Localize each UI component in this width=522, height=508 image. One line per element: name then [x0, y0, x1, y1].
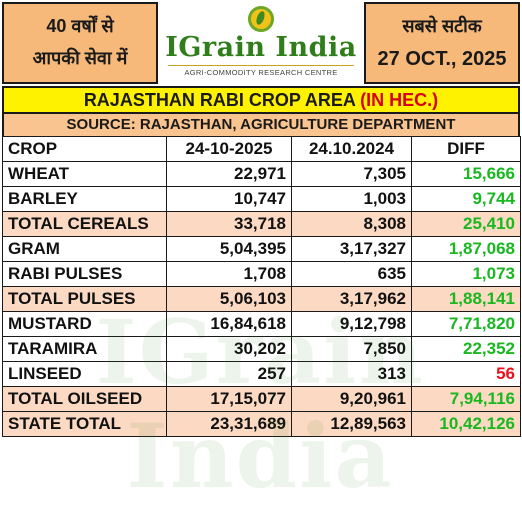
diff-cell: 15,666	[411, 161, 521, 187]
table-row: TOTAL PULSES 5,06,103 3,17,962 1,88,141	[2, 286, 521, 312]
experience-badge: 40 वर्षों से आपकी सेवा में	[2, 2, 158, 84]
diff-cell: 25,410	[411, 211, 521, 237]
table-row: BARLEY 10,747 1,003 9,744	[2, 186, 521, 212]
value-2025-cell: 1,708	[166, 261, 292, 287]
header: 40 वर्षों से आपकी सेवा में IGrain India …	[0, 0, 522, 86]
value-2024-cell: 7,850	[291, 336, 412, 362]
value-2024-cell: 7,305	[291, 161, 412, 187]
crop-cell: GRAM	[2, 236, 167, 262]
value-2025-cell: 257	[166, 361, 292, 387]
diff-cell: 10,42,126	[411, 411, 521, 437]
value-2025-cell: 33,718	[166, 211, 292, 237]
value-2025-cell: 17,15,077	[166, 386, 292, 412]
value-2024-cell: 9,12,798	[291, 311, 412, 337]
crop-cell: TARAMIRA	[2, 336, 167, 362]
crop-cell: LINSEED	[2, 361, 167, 387]
brand-tagline: AGRI-COMMODITY RESEARCH CENTRE	[168, 65, 354, 77]
title-text: RAJASTHAN RABI CROP AREA	[83, 90, 361, 110]
brand-logo: IGrain India AGRI-COMMODITY RESEARCH CEN…	[160, 2, 362, 84]
value-2024-cell: 1,003	[291, 186, 412, 212]
value-2025-cell: 10,747	[166, 186, 292, 212]
value-2025-cell: 22,971	[166, 161, 292, 187]
header-diff: DIFF	[411, 136, 521, 162]
experience-line2: आपकी सेवा में	[32, 48, 128, 68]
header-2025: 24-10-2025	[166, 136, 292, 162]
value-2024-cell: 8,308	[291, 211, 412, 237]
date-badge: सबसे सटीक 27 OCT., 2025	[364, 2, 520, 84]
crop-cell: WHEAT	[2, 161, 167, 187]
diff-cell: 1,88,141	[411, 286, 521, 312]
table-row: WHEAT 22,971 7,305 15,666	[2, 161, 521, 187]
table-row: TARAMIRA 30,202 7,850 22,352	[2, 336, 521, 362]
diff-cell: 56	[411, 361, 521, 387]
header-2024: 24.10.2024	[291, 136, 412, 162]
table-row: LINSEED 257 313 56	[2, 361, 521, 387]
table-row: MUSTARD 16,84,618 9,12,798 7,71,820	[2, 311, 521, 337]
grain-logo-icon	[248, 6, 274, 32]
diff-cell: 7,71,820	[411, 311, 521, 337]
source-line: SOURCE: RAJASTHAN, AGRICULTURE DEPARTMEN…	[2, 114, 520, 136]
report-title: RAJASTHAN RABI CROP AREA (IN HEC.)	[2, 86, 520, 114]
crop-cell: RABI PULSES	[2, 261, 167, 287]
value-2024-cell: 313	[291, 361, 412, 387]
diff-cell: 1,87,068	[411, 236, 521, 262]
diff-cell: 22,352	[411, 336, 521, 362]
value-2025-cell: 16,84,618	[166, 311, 292, 337]
crop-cell: TOTAL PULSES	[2, 286, 167, 312]
value-2024-cell: 3,17,962	[291, 286, 412, 312]
table-row: RABI PULSES 1,708 635 1,073	[2, 261, 521, 287]
brand-name: IGrain India	[165, 32, 357, 63]
table-row: STATE TOTAL 23,31,689 12,89,563 10,42,126	[2, 411, 521, 437]
crop-cell: TOTAL CEREALS	[2, 211, 167, 237]
table-header-row: CROP 24-10-2025 24.10.2024 DIFF	[2, 136, 521, 162]
table-row: TOTAL OILSEED 17,15,077 9,20,961 7,94,116	[2, 386, 521, 412]
table-row: GRAM 5,04,395 3,17,327 1,87,068	[2, 236, 521, 262]
value-2024-cell: 12,89,563	[291, 411, 412, 437]
diff-cell: 7,94,116	[411, 386, 521, 412]
crop-cell: STATE TOTAL	[2, 411, 167, 437]
value-2025-cell: 5,06,103	[166, 286, 292, 312]
diff-cell: 1,073	[411, 261, 521, 287]
experience-line1: 40 वर्षों से	[46, 16, 114, 36]
accuracy-text: सबसे सटीक	[402, 16, 482, 36]
crop-cell: MUSTARD	[2, 311, 167, 337]
crop-cell: TOTAL OILSEED	[2, 386, 167, 412]
value-2024-cell: 635	[291, 261, 412, 287]
crop-cell: BARLEY	[2, 186, 167, 212]
report-card: 40 वर्षों से आपकी सेवा में IGrain India …	[0, 0, 522, 434]
diff-cell: 9,744	[411, 186, 521, 212]
value-2024-cell: 9,20,961	[291, 386, 412, 412]
table-row: TOTAL CEREALS 33,718 8,308 25,410	[2, 211, 521, 237]
crop-area-table: CROP 24-10-2025 24.10.2024 DIFF WHEAT 22,…	[2, 136, 521, 437]
value-2024-cell: 3,17,327	[291, 236, 412, 262]
value-2025-cell: 30,202	[166, 336, 292, 362]
report-date: 27 OCT., 2025	[377, 48, 507, 70]
value-2025-cell: 5,04,395	[166, 236, 292, 262]
title-unit: (IN HEC.)	[360, 90, 439, 110]
value-2025-cell: 23,31,689	[166, 411, 292, 437]
header-crop: CROP	[2, 136, 167, 162]
